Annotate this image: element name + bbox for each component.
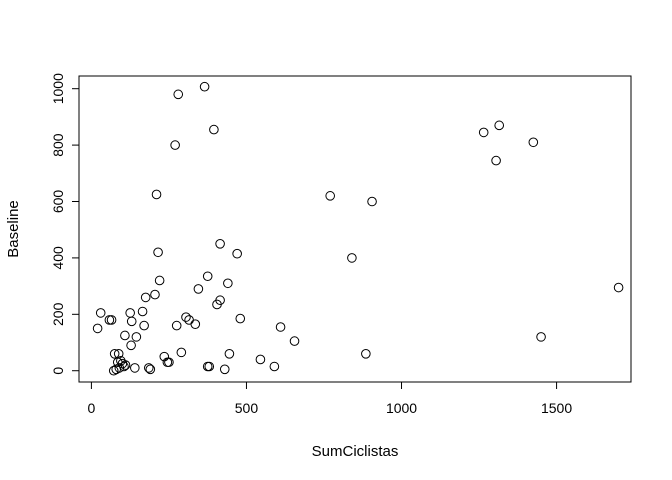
data-point: [150, 289, 160, 300]
y-tick-label: 600: [50, 190, 66, 214]
data-point: [275, 322, 286, 332]
data-point: [120, 330, 130, 341]
data-point: [367, 196, 377, 207]
data-point: [478, 127, 489, 138]
data-point: [151, 189, 162, 200]
data-point: [108, 365, 119, 376]
data-point: [159, 351, 170, 362]
data-point: [347, 253, 357, 263]
data-point: [119, 361, 129, 372]
x-axis: 0 500 1000 1500: [88, 381, 572, 416]
data-point: [202, 271, 213, 282]
x-tick-label: 1500: [541, 400, 572, 416]
y-tick-label: 400: [50, 246, 66, 270]
data-point: [176, 347, 187, 358]
data-point: [215, 295, 225, 306]
data-point: [106, 315, 117, 325]
data-point: [137, 306, 148, 317]
data-point: [199, 81, 210, 92]
x-axis-label: SumCiclistas: [312, 443, 399, 460]
plot-frame: [78, 75, 632, 383]
data-point: [255, 354, 266, 365]
data-point: [361, 348, 371, 359]
data-point: [125, 308, 135, 318]
data-point: [193, 284, 204, 294]
data-point: [92, 323, 103, 334]
y-tick-label: 800: [50, 133, 66, 157]
data-point: [494, 120, 505, 131]
data-point: [528, 137, 539, 148]
data-point: [120, 360, 131, 370]
data-point: [153, 247, 163, 258]
data-point: [173, 89, 184, 100]
data-point: [130, 363, 140, 373]
data-point: [154, 275, 165, 286]
data-point: [171, 320, 182, 331]
data-point: [491, 155, 501, 166]
data-point: [164, 357, 174, 368]
data-point: [139, 320, 149, 331]
data-point: [235, 313, 246, 324]
data-point: [131, 332, 142, 342]
data-point: [215, 239, 225, 249]
data-point: [170, 140, 180, 150]
data-point: [232, 248, 242, 259]
data-point: [223, 278, 233, 289]
y-axis-label: Baseline: [5, 200, 22, 258]
data-point: [109, 348, 120, 359]
data-point: [209, 124, 219, 135]
y-tick-label: 0: [50, 367, 66, 375]
x-tick-label: 1000: [386, 400, 417, 416]
data-point: [140, 292, 151, 303]
data-point: [219, 364, 230, 375]
data-point: [113, 348, 124, 359]
data-point: [325, 191, 335, 201]
y-tick-label: 1000: [50, 73, 66, 104]
data-point: [95, 308, 106, 318]
data-point: [181, 312, 191, 322]
y-tick-label: 200: [50, 302, 66, 326]
data-point: [289, 336, 300, 346]
data-point: [145, 364, 156, 375]
data-point: [536, 332, 546, 342]
data-point: [126, 316, 137, 327]
data-point: [224, 348, 235, 359]
data-point: [104, 315, 115, 325]
x-tick-label: 500: [235, 400, 259, 416]
data-point: [204, 361, 215, 372]
x-tick-label: 0: [88, 400, 96, 416]
data-points: [92, 81, 624, 376]
y-axis: 0 200 400 600 800 1000: [50, 73, 80, 375]
data-point: [190, 319, 201, 329]
data-point: [126, 340, 136, 351]
data-point: [143, 363, 154, 373]
data-point: [613, 282, 624, 293]
data-point: [269, 361, 280, 372]
